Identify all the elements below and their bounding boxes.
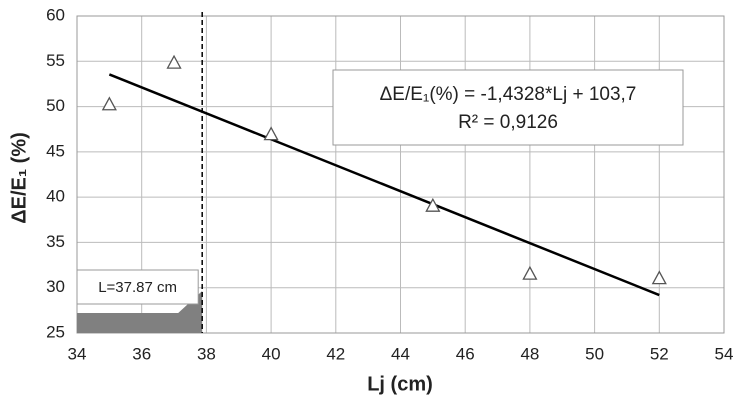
plot-border <box>76 15 725 334</box>
x-tick-label: 52 <box>650 344 669 363</box>
x-tick-label: 38 <box>197 344 216 363</box>
equation: ΔE/E₁(%) = -1,4328*Lj + 103,7 <box>380 84 637 105</box>
y-axis-label: ΔE/E₁ (%) <box>8 132 30 224</box>
data-point <box>263 126 279 141</box>
y-tick-label: 45 <box>46 141 65 160</box>
y-tick-label: 25 <box>46 322 65 341</box>
data-point <box>166 54 182 69</box>
x-tick-label: 54 <box>715 344 734 363</box>
y-tick-label: 35 <box>46 232 65 251</box>
x-tick-label: 50 <box>585 344 604 363</box>
x-tick-label: 48 <box>520 344 539 363</box>
trendline <box>108 73 660 297</box>
y-tick-label: 60 <box>46 5 65 24</box>
y-tick-label: 55 <box>46 51 65 70</box>
data-point <box>425 197 441 212</box>
threshold-label: L=37.87 cm <box>98 279 177 296</box>
x-tick-label: 34 <box>68 344 87 363</box>
x-tick-label: 40 <box>262 344 281 363</box>
x-tick-label: 44 <box>391 344 410 363</box>
x-tick-label: 46 <box>456 344 475 363</box>
x-tick-label: 42 <box>326 344 345 363</box>
threshold-label-box <box>76 269 199 305</box>
y-tick-label: 40 <box>46 187 65 206</box>
data-point <box>651 270 667 285</box>
y-tick-label: 30 <box>46 277 65 296</box>
x-axis-label: Lj (cm) <box>367 373 433 395</box>
y-tick-label: 50 <box>46 96 65 115</box>
data-point <box>101 96 117 111</box>
threshold-shade <box>77 291 203 333</box>
equation-box <box>332 69 684 146</box>
data-point <box>522 265 538 280</box>
x-tick-label: 36 <box>132 344 151 363</box>
r-squared: R² = 0,9126 <box>458 112 558 133</box>
